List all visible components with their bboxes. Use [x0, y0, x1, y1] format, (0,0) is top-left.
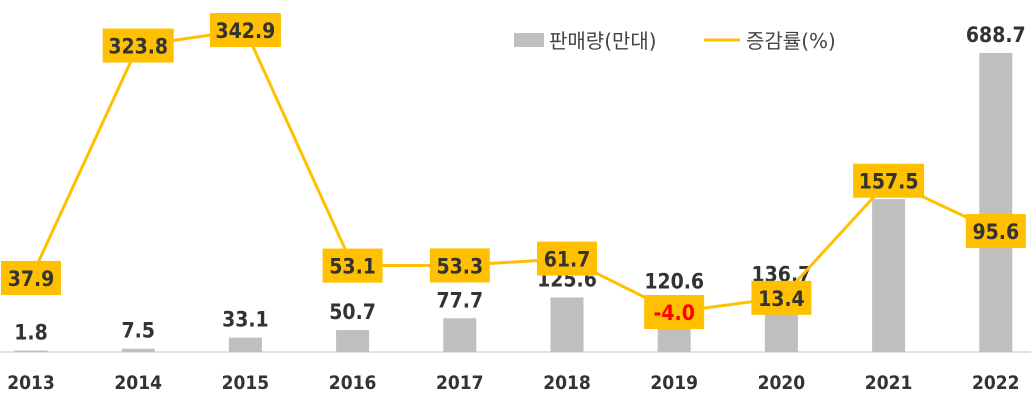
x-tick-2018: 2018	[543, 372, 591, 394]
rate-label-text: -4.0	[654, 301, 695, 325]
rate-label-box	[322, 248, 383, 283]
rate-label-text: 13.4	[758, 287, 805, 311]
bar-label-2014: 7.5	[121, 319, 154, 343]
bar-label-2013: 1.8	[14, 321, 47, 345]
x-tick-2021: 2021	[865, 372, 913, 394]
rate-label-2022: 95.6	[965, 214, 1026, 249]
rate-label-text: 53.3	[436, 254, 483, 278]
bar-2014	[121, 348, 155, 352]
line-labels: 37.9 323.8 342.9 53.1 53.3 61.7 -4.0 13.4 157.5 9…	[1, 13, 1026, 329]
x-tick-2013: 2013	[7, 372, 55, 394]
rate-label-2017: 53.3	[429, 248, 490, 283]
rate-label-box	[853, 163, 925, 198]
rate-label-2020: 13.4	[751, 280, 812, 315]
x-tick-2014: 2014	[114, 372, 162, 394]
x-tick-2017: 2017	[436, 372, 484, 394]
x-tick-2016: 2016	[329, 372, 377, 394]
bar-2015	[228, 337, 262, 352]
legend-line-label: 증감률(%)	[746, 29, 836, 53]
rate-label-box	[102, 28, 174, 63]
line-series	[29, 28, 997, 314]
rate-label-text: 157.5	[859, 170, 919, 194]
bar-2018	[550, 297, 584, 352]
bar-series	[14, 52, 1013, 352]
bar-label-2015: 33.1	[222, 308, 269, 332]
rate-label-2016: 53.1	[322, 248, 383, 283]
rate-label-2013: 37.9	[1, 260, 61, 295]
bar-2021	[872, 199, 906, 352]
rate-label-text: 37.9	[8, 267, 55, 291]
bar-2016	[336, 329, 370, 352]
legend-bar-swatch	[514, 33, 544, 47]
rate-label-box	[751, 280, 812, 315]
x-axis-ticks: 2013 2014 2015 2016 2017 2018 2019 2020 2021 2022	[7, 372, 1019, 394]
bar-2017	[443, 318, 477, 352]
rate-label-box	[965, 214, 1026, 249]
rate-line	[29, 28, 997, 314]
rate-label-2021: 157.5	[853, 163, 925, 198]
rate-label-box	[537, 241, 597, 276]
rate-label-text: 323.8	[108, 35, 168, 59]
rate-label-box	[429, 248, 490, 283]
rate-label-2014: 323.8	[102, 28, 174, 63]
bar-2022	[979, 52, 1013, 352]
bar-label-2019: 120.6	[644, 270, 704, 294]
rate-label-2019: -4.0	[644, 295, 705, 329]
rate-label-box	[1, 260, 61, 295]
x-tick-2022: 2022	[972, 372, 1020, 394]
bar-label-2022: 688.7	[966, 23, 1026, 47]
rate-label-box	[644, 295, 705, 329]
rate-label-text: 53.1	[329, 255, 376, 279]
bar-2013	[14, 350, 48, 352]
rate-label-2018: 61.7	[537, 241, 597, 276]
rate-label-2015: 342.9	[209, 13, 281, 47]
rate-label-box	[209, 13, 281, 47]
x-tick-2019: 2019	[650, 372, 698, 394]
legend-bar-label: 판매량(만대)	[549, 29, 657, 53]
rate-label-text: 61.7	[544, 248, 591, 272]
legend: 판매량(만대) 증감률(%)	[514, 29, 836, 53]
rate-label-text: 342.9	[216, 19, 276, 43]
bar-label-2017: 77.7	[436, 288, 483, 312]
bar-label-2016: 50.7	[329, 300, 376, 324]
x-tick-2015: 2015	[222, 372, 270, 394]
x-tick-2020: 2020	[758, 372, 806, 394]
rate-label-text: 95.6	[972, 220, 1019, 244]
